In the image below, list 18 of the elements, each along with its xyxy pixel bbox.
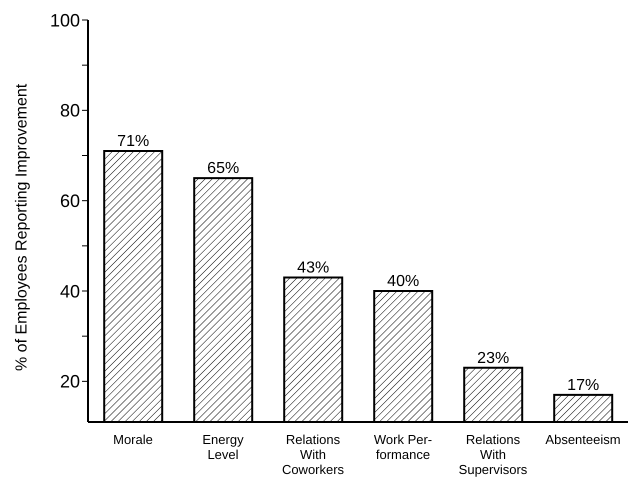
x-tick-label: Morale	[113, 432, 153, 447]
x-tick-label: Relations With Supervisors	[458, 432, 528, 477]
x-tick-label: Absenteeism	[545, 432, 621, 447]
x-tick-label: Relations With Coworkers	[282, 432, 345, 477]
y-tick-label: 40	[60, 281, 80, 302]
data-label: 65%	[207, 160, 240, 178]
data-label: 71%	[117, 132, 150, 150]
data-label: 17%	[567, 376, 600, 394]
data-label: 43%	[297, 259, 330, 276]
y-tick-label: 80	[60, 100, 80, 121]
x-tick-label: Energy Level	[202, 432, 244, 462]
x-tick-label: Work Per- formance	[374, 432, 432, 462]
data-label: 40%	[387, 273, 420, 290]
data-label: 23%	[477, 350, 510, 367]
y-tick-label: 60	[60, 191, 80, 212]
y-tick-label: 20	[60, 372, 80, 392]
y-axis-title: % of Employees Reporting Improvement	[14, 83, 31, 371]
y-tick-label: 100	[50, 10, 80, 30]
